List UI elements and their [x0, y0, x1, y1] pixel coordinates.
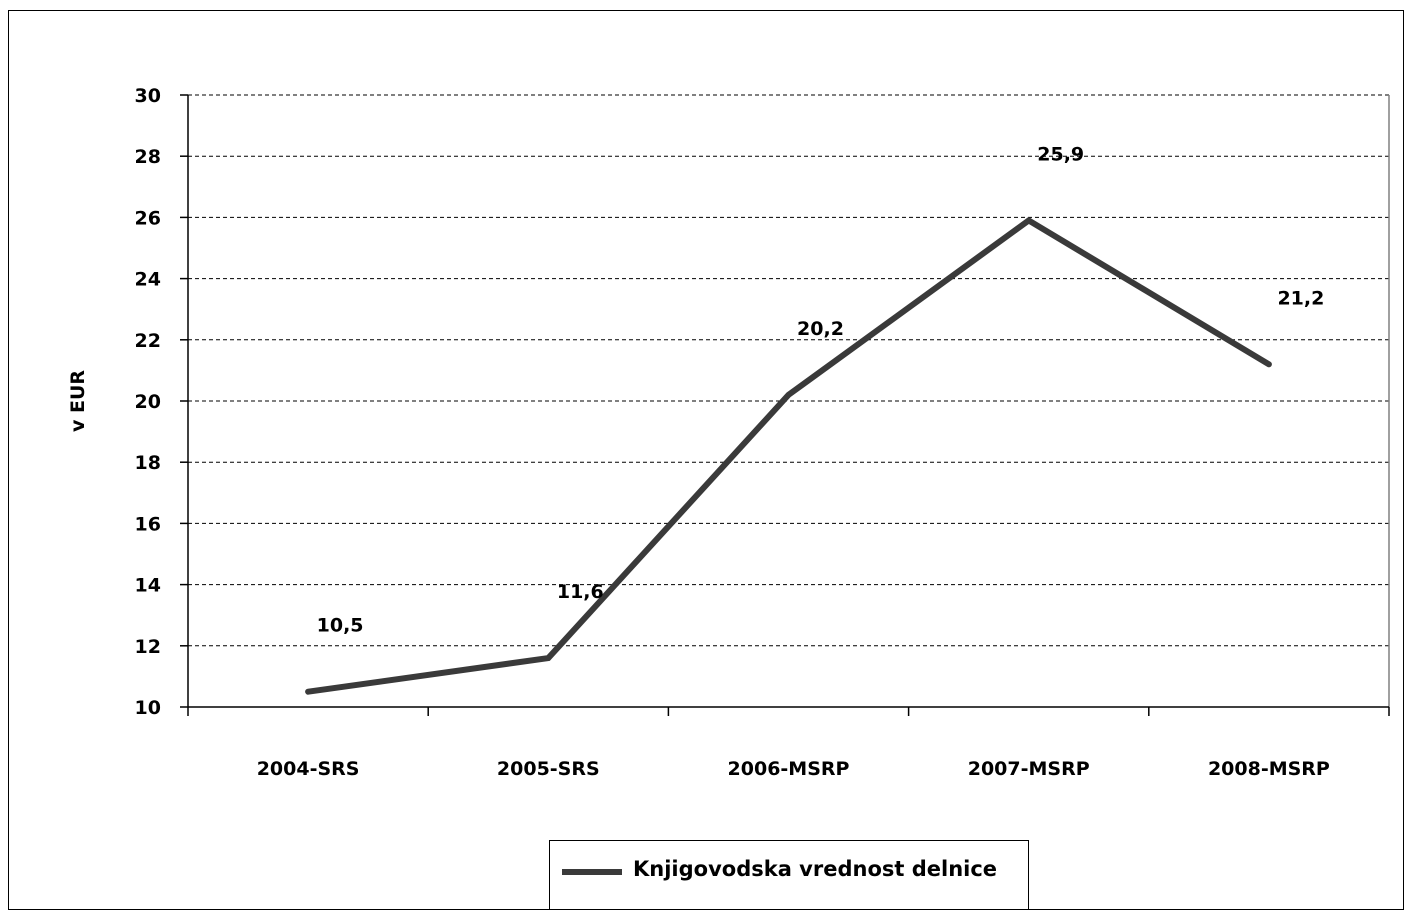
- y-tick-label: 26: [135, 207, 161, 229]
- legend: Knjigovodska vrednost delnice: [549, 840, 1029, 910]
- y-tick-label: 18: [135, 452, 161, 474]
- y-tick-label: 12: [135, 636, 161, 658]
- x-tick-label: 2006-MSRP: [728, 758, 850, 780]
- data-label: 11,6: [557, 581, 604, 603]
- x-tick-label: 2004-SRS: [257, 758, 360, 780]
- series-lines: [308, 220, 1269, 691]
- y-tick-label: 30: [135, 85, 161, 107]
- legend-swatch: [562, 869, 622, 875]
- data-label: 25,9: [1037, 143, 1084, 165]
- x-tick-labels: 2004-SRS 2005-SRS 2006-MSRP 2007-MSRP 2008-M…: [257, 758, 1330, 780]
- x-tick-label: 2007-MSRP: [968, 758, 1090, 780]
- y-tick-label: 10: [135, 697, 161, 719]
- y-axis-title: v EUR: [67, 370, 89, 432]
- y-tick-label: 20: [135, 391, 161, 413]
- legend-label: Knjigovodska vrednost delnice: [633, 857, 997, 881]
- y-tick-labels: 10 12 14 16 18 20 22 24 26 28 30: [135, 85, 161, 719]
- x-tick-label: 2008-MSRP: [1208, 758, 1330, 780]
- y-tick-label: 14: [135, 575, 161, 597]
- series-line: [308, 220, 1269, 691]
- y-tick-label: 16: [135, 513, 161, 535]
- data-label: 21,2: [1277, 287, 1324, 309]
- x-tick-label: 2005-SRS: [497, 758, 600, 780]
- y-tick-label: 28: [135, 146, 161, 168]
- data-label: 10,5: [317, 615, 364, 637]
- y-tick-label: 24: [135, 269, 161, 291]
- y-tick-label: 22: [135, 330, 161, 352]
- data-label: 20,2: [797, 318, 844, 340]
- gridlines: [188, 95, 1389, 646]
